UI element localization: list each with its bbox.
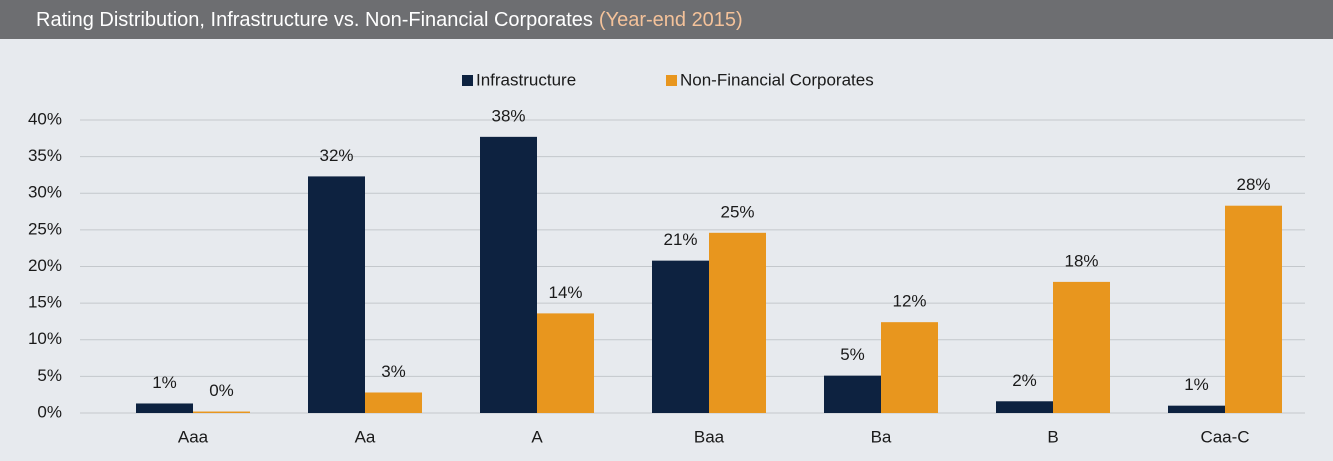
legend-swatch <box>462 75 473 86</box>
data-label: 38% <box>491 106 525 125</box>
legend-swatch <box>666 75 677 86</box>
y-tick-label: 15% <box>28 293 62 312</box>
bar <box>537 313 594 413</box>
bar <box>824 375 881 413</box>
bar <box>308 176 365 413</box>
data-label: 18% <box>1064 251 1098 270</box>
data-label: 2% <box>1012 371 1037 390</box>
bar <box>193 411 250 413</box>
chart-title: Rating Distribution, Infrastructure vs. … <box>36 9 593 31</box>
y-tick-label: 0% <box>37 402 62 421</box>
legend-label: Non-Financial Corporates <box>680 70 874 89</box>
data-label: 3% <box>381 362 406 381</box>
chart-subtitle: (Year-end 2015) <box>599 9 743 31</box>
bar <box>709 232 766 413</box>
x-tick-label: Ba <box>871 427 892 446</box>
data-label: 1% <box>1184 375 1209 394</box>
header-bar <box>0 0 1333 39</box>
legend-label: Infrastructure <box>476 70 576 89</box>
bar <box>1168 405 1225 413</box>
y-tick-label: 25% <box>28 219 62 238</box>
data-label: 0% <box>209 381 234 400</box>
data-label: 12% <box>892 292 926 311</box>
y-tick-label: 5% <box>37 366 62 385</box>
x-tick-label: Aaa <box>178 427 209 446</box>
data-label: 32% <box>319 146 353 165</box>
x-tick-label: Aa <box>355 427 376 446</box>
data-label: 1% <box>152 373 177 392</box>
bar <box>1225 205 1282 413</box>
data-label: 28% <box>1236 175 1270 194</box>
data-label: 14% <box>548 283 582 302</box>
bar <box>996 401 1053 413</box>
y-tick-label: 20% <box>28 256 62 275</box>
x-tick-label: Caa-C <box>1200 427 1249 446</box>
data-label: 25% <box>720 202 754 221</box>
bar <box>652 260 709 413</box>
bar <box>1053 281 1110 413</box>
x-tick-label: A <box>531 427 543 446</box>
bar <box>881 322 938 413</box>
x-tick-label: Baa <box>694 427 725 446</box>
chart-title-line: Rating Distribution, Infrastructure vs. … <box>36 9 743 31</box>
bar <box>136 403 193 413</box>
bar <box>365 392 422 413</box>
bar <box>480 136 537 413</box>
y-tick-label: 10% <box>28 329 62 348</box>
y-tick-label: 35% <box>28 146 62 165</box>
y-tick-label: 30% <box>28 183 62 202</box>
x-tick-label: B <box>1047 427 1058 446</box>
y-tick-label: 40% <box>28 109 62 128</box>
data-label: 5% <box>840 345 865 364</box>
data-label: 21% <box>663 230 697 249</box>
